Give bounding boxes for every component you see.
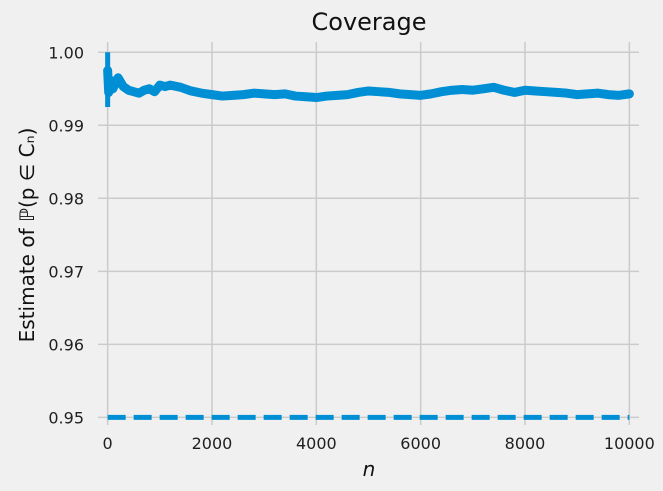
x-axis-label: n bbox=[363, 457, 376, 481]
x-tick-label: 8000 bbox=[505, 434, 546, 453]
x-tick-label: 0 bbox=[103, 434, 113, 453]
x-tick-label: 4000 bbox=[296, 434, 337, 453]
y-axis-label: Estimate of ℙ(p ∈ Cₙ) bbox=[15, 128, 39, 343]
y-tick-label: 0.98 bbox=[48, 189, 84, 208]
chart-title: Coverage bbox=[312, 8, 427, 36]
x-tick-label: 6000 bbox=[400, 434, 441, 453]
y-tick-label: 0.95 bbox=[48, 408, 84, 427]
y-tick-label: 0.97 bbox=[48, 262, 84, 281]
y-tick-label: 0.99 bbox=[48, 116, 84, 135]
x-tick-label: 2000 bbox=[192, 434, 233, 453]
x-tick-label: 10000 bbox=[604, 434, 655, 453]
y-tick-label: 1.00 bbox=[48, 43, 84, 62]
y-tick-label: 0.96 bbox=[48, 335, 84, 354]
